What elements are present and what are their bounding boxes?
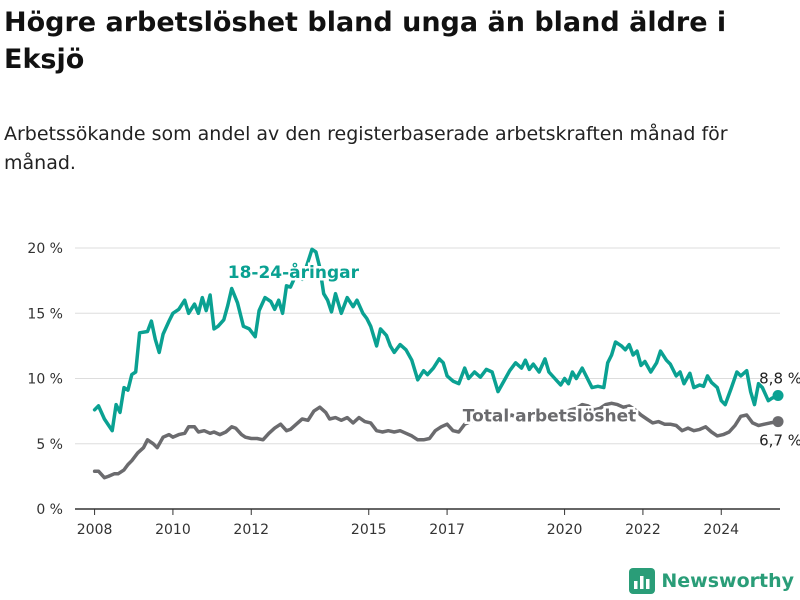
series-line-youth — [92, 247, 780, 433]
y-tick-label: 15 % — [27, 306, 63, 322]
end-point-youth — [772, 389, 784, 401]
end-point-total — [772, 416, 784, 428]
y-tick-label: 10 % — [27, 372, 63, 388]
x-tick-label: 2020 — [547, 522, 583, 538]
series-label-youth: 18-24-åringar — [228, 261, 360, 283]
x-tick-label: 2012 — [233, 522, 269, 538]
series-line-total — [92, 401, 780, 480]
x-tick-label: 2022 — [625, 522, 661, 538]
y-tick-label: 5 % — [36, 437, 63, 453]
x-tick-label: 2008 — [77, 522, 113, 538]
chart-subtitle: Arbetssökande som andel av den registerb… — [4, 123, 728, 174]
x-tick-label: 2010 — [155, 522, 191, 538]
x-tick-label: 2024 — [703, 522, 739, 538]
logo-text: Newsworthy — [661, 570, 794, 592]
x-tick-label: 2017 — [429, 522, 465, 538]
series-label-total: Total arbetslöshet — [463, 407, 637, 427]
end-label-total: 6,7 % — [759, 432, 800, 450]
chart-title: Högre arbetslöshet bland unga än bland ä… — [4, 7, 727, 75]
bar-chart-icon — [629, 568, 656, 594]
newsworthy-logo: Newsworthy — [629, 568, 794, 594]
x-tick-label: 2015 — [351, 522, 387, 538]
y-tick-label: 20 % — [27, 241, 63, 257]
end-label-youth: 8,8 % — [759, 369, 800, 387]
y-tick-label: 0 % — [36, 502, 63, 518]
